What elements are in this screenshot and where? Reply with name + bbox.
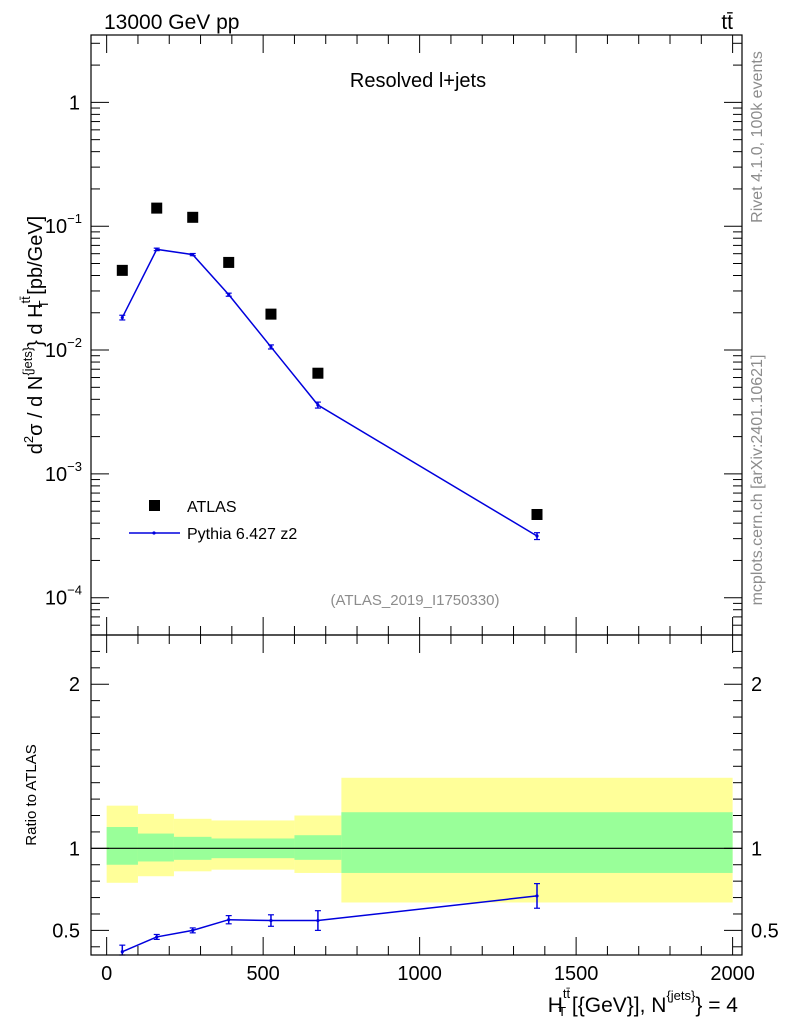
ratio-pythia-point bbox=[120, 950, 124, 954]
ratio-x-tick-label: 500 bbox=[246, 963, 279, 985]
process-label: tt̄ bbox=[721, 11, 733, 34]
ratio-pythia-series bbox=[119, 883, 540, 956]
ratio-pythia-point bbox=[535, 894, 539, 898]
ratio-pythia-point bbox=[269, 918, 273, 923]
ratio-y-tick-label-left: 0.5 bbox=[52, 920, 80, 942]
ratio-x-tick-label: 1000 bbox=[397, 963, 442, 985]
ratio-x-tick-label: 1500 bbox=[554, 963, 599, 985]
pythia-point bbox=[316, 403, 320, 407]
main-frame bbox=[90, 34, 743, 636]
pythia-point bbox=[535, 534, 539, 538]
ratio-pythia-point bbox=[227, 918, 231, 922]
ratio-y-tick-label-right: 1 bbox=[751, 838, 762, 860]
ratio-green-band bbox=[137, 833, 174, 862]
ratio-pythia-point bbox=[191, 928, 195, 932]
main-y-tick-label: 1 bbox=[69, 92, 80, 114]
pythia-point bbox=[155, 247, 159, 251]
ratio-uncertainty-bands bbox=[106, 777, 733, 903]
ratio-y-tick-label-left: 1 bbox=[69, 838, 80, 860]
pythia-point bbox=[269, 345, 273, 349]
main-y-tick-label: 10−4 bbox=[45, 583, 82, 610]
ratio-y-tick-label-right: 2 bbox=[751, 674, 762, 696]
pythia-point bbox=[227, 293, 231, 297]
x-axis-label: Htt̄ T [{GeV}], N{jets}} = 4 bbox=[548, 986, 739, 1019]
legend: ATLAS Pythia 6.427 z2 bbox=[129, 499, 297, 543]
atlas-point bbox=[265, 308, 277, 320]
main-y-tick-label: 10−2 bbox=[45, 335, 82, 362]
legend-pythia-marker bbox=[152, 531, 156, 535]
ratio-frame bbox=[90, 634, 743, 956]
energy-label: 13000 GeV pp bbox=[104, 11, 239, 34]
pythia-line bbox=[121, 248, 538, 537]
pythia-series bbox=[119, 247, 540, 541]
ratio-green-band bbox=[294, 835, 342, 860]
ratio-axis-ticks: 0.5 0.5 1 1 2 2 0 500 1000 1500 2000 bbox=[52, 635, 779, 985]
main-panel: 10−4 10−3 10−2 10−1 1 Resolved l+jets (ATLAS… bbox=[18, 34, 743, 636]
ratio-y-tick-label-right: 0.5 bbox=[751, 920, 779, 942]
svg-text:Htt̄T [{GeV}], N{jets}} = 4: Htt̄ T [{GeV}], N{jets}} = 4 bbox=[548, 986, 739, 1019]
source-label: mcplots.cern.ch [arXiv:2401.10621] bbox=[749, 355, 766, 606]
legend-pythia-label: Pythia 6.427 z2 bbox=[187, 526, 297, 543]
rivet-version-label: Rivet 4.1.0, 100k events bbox=[749, 51, 766, 223]
ratio-y-label: Ratio to ATLAS bbox=[23, 744, 40, 845]
analysis-tag: (ATLAS_2019_I1750330) bbox=[330, 592, 499, 609]
atlas-series bbox=[116, 202, 543, 520]
main-y-tick-label: 10−3 bbox=[45, 459, 82, 486]
ratio-panel: 0.5 0.5 1 1 2 2 0 500 1000 1500 2000 Ratio to ATLA… bbox=[23, 634, 779, 1019]
legend-atlas-label: ATLAS bbox=[187, 499, 237, 516]
ratio-green-band bbox=[341, 812, 733, 873]
ratio-green-band bbox=[106, 827, 138, 865]
ratio-y-tick-label-left: 2 bbox=[69, 674, 80, 696]
svg-text:d2σ / d N{jets}} d Htt̄T [pb: d2σ / d N{jets}} d Htt̄T [pb/GeV] bbox=[18, 216, 51, 454]
atlas-point bbox=[531, 508, 543, 520]
ratio-pythia-point bbox=[316, 918, 320, 923]
main-y-tick-label: 10−1 bbox=[45, 211, 82, 238]
pythia-point bbox=[191, 252, 195, 257]
ratio-pythia-point bbox=[155, 935, 159, 939]
atlas-point bbox=[312, 367, 324, 379]
main-y-label: d2σ / d N{jets}} d Htt̄T [pb/GeV] bbox=[18, 216, 51, 454]
atlas-point bbox=[187, 211, 199, 223]
ratio-pythia-line bbox=[122, 895, 538, 953]
atlas-point bbox=[223, 256, 235, 268]
atlas-point bbox=[116, 264, 128, 276]
atlas-point bbox=[151, 202, 163, 214]
legend-atlas-marker bbox=[149, 500, 160, 511]
main-title: Resolved l+jets bbox=[350, 70, 486, 92]
pythia-point bbox=[120, 315, 124, 320]
ratio-x-tick-label: 2000 bbox=[710, 963, 755, 985]
main-axis-ticks: 10−4 10−3 10−2 10−1 1 bbox=[45, 35, 742, 636]
ratio-x-tick-label: 0 bbox=[101, 963, 112, 985]
